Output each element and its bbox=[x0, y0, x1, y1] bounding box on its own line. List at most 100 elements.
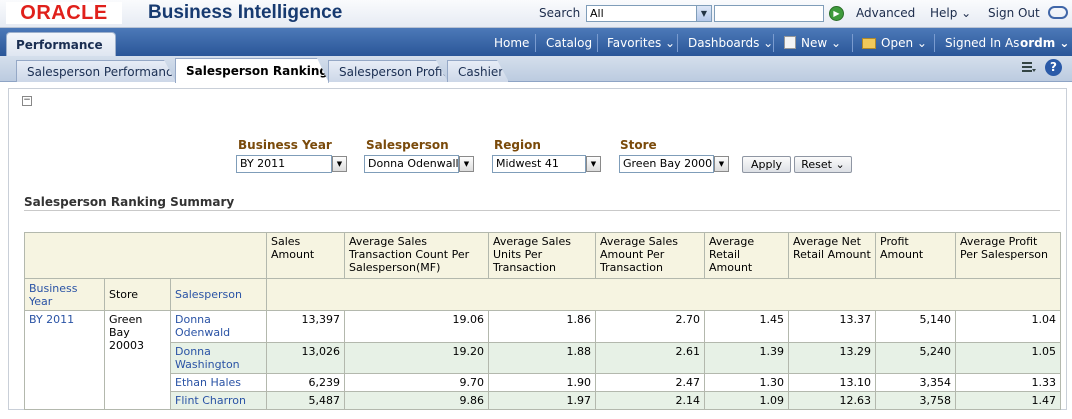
col-header-sales-amount: Sales Amount bbox=[266, 232, 345, 279]
header-spacer bbox=[24, 232, 267, 279]
cell-avg-retail: 1.45 bbox=[704, 310, 789, 343]
cell-avg-net-retail: 13.29 bbox=[788, 342, 876, 374]
search-input[interactable] bbox=[714, 5, 824, 22]
cell-avg-amount: 2.61 bbox=[595, 342, 705, 374]
nav-home[interactable]: Home bbox=[494, 36, 530, 50]
cell-profit: 3,354 bbox=[875, 373, 956, 392]
cell-avg-units: 1.97 bbox=[488, 391, 596, 410]
cell-avg-txn-count: 9.70 bbox=[344, 373, 489, 392]
chevron-down-icon: ▼ bbox=[696, 6, 711, 21]
cell-avg-retail: 1.39 bbox=[704, 342, 789, 374]
cell-avg-amount: 2.14 bbox=[595, 391, 705, 410]
title-divider bbox=[24, 210, 1060, 211]
nav-separator bbox=[677, 34, 678, 52]
cell-salesperson[interactable]: Donna Washington bbox=[170, 342, 267, 374]
nav-favorites[interactable]: Favorites ⌄ bbox=[607, 36, 676, 50]
col-header-avg-retail: Average Retail Amount bbox=[704, 232, 789, 279]
col-header-avg-amount: Average Sales Amount Per Transaction bbox=[595, 232, 705, 279]
cell-sales-amount: 6,239 bbox=[266, 373, 345, 392]
cell-avg-units: 1.88 bbox=[488, 342, 596, 374]
cell-avg-amount: 2.70 bbox=[595, 310, 705, 343]
cell-salesperson[interactable]: Ethan Hales bbox=[170, 373, 267, 392]
tab-performance[interactable]: Performance bbox=[6, 32, 116, 56]
col-header-avg-net-retail: Average Net Retail Amount bbox=[788, 232, 876, 279]
cell-avg-retail: 1.09 bbox=[704, 391, 789, 410]
cell-avg-amount: 2.47 bbox=[595, 373, 705, 392]
help-icon[interactable]: ? bbox=[1045, 59, 1062, 76]
prompt-label-business-year: Business Year bbox=[238, 138, 332, 152]
nav-catalog[interactable]: Catalog bbox=[546, 36, 593, 50]
nav-separator bbox=[773, 34, 774, 52]
cell-store: Green Bay 20003 bbox=[104, 310, 171, 410]
oracle-logo: ORACLE bbox=[6, 2, 122, 24]
cell-sales-amount: 13,026 bbox=[266, 342, 345, 374]
prompt-label-store: Store bbox=[620, 138, 657, 152]
cell-salesperson[interactable]: Flint Charron bbox=[170, 391, 267, 410]
sign-out-icon[interactable] bbox=[1048, 6, 1068, 19]
header-spacer bbox=[266, 278, 1061, 311]
cell-avg-net-retail: 13.10 bbox=[788, 373, 876, 392]
search-go-icon[interactable]: ▶ bbox=[829, 6, 844, 21]
chevron-down-icon[interactable]: ▼ bbox=[714, 156, 729, 172]
advanced-link[interactable]: Advanced bbox=[856, 6, 916, 20]
cell-business-year[interactable]: BY 2011 bbox=[24, 310, 105, 410]
ranking-table: Sales Amount Average Sales Transaction C… bbox=[24, 232, 1061, 410]
cell-profit: 5,240 bbox=[875, 342, 956, 374]
tab-salesperson-profit[interactable]: Salesperson Profit bbox=[328, 60, 448, 82]
search-scope-select[interactable]: All ▼ bbox=[586, 5, 712, 22]
col-header-avg-txn-count: Average Sales Transaction Count Per Sale… bbox=[344, 232, 489, 279]
cell-avg-net-retail: 13.37 bbox=[788, 310, 876, 343]
search-label: Search bbox=[539, 6, 581, 20]
col-header-business-year[interactable]: Business Year bbox=[24, 278, 105, 311]
chevron-down-icon[interactable]: ▼ bbox=[586, 156, 601, 172]
chevron-down-icon[interactable]: ▼ bbox=[332, 156, 347, 172]
nav-bar bbox=[0, 28, 1072, 56]
nav-separator bbox=[934, 34, 935, 52]
prompt-label-salesperson: Salesperson bbox=[366, 138, 449, 152]
prompt-label-region: Region bbox=[494, 138, 541, 152]
cell-avg-profit: 1.47 bbox=[955, 391, 1061, 410]
cell-avg-net-retail: 12.63 bbox=[788, 391, 876, 410]
business-year-select[interactable]: BY 2011 bbox=[236, 155, 332, 173]
nav-open[interactable]: Open ⌄ bbox=[881, 36, 927, 50]
col-header-salesperson[interactable]: Salesperson bbox=[170, 278, 267, 311]
salesperson-select[interactable]: Donna Odenwall bbox=[364, 155, 459, 173]
nav-separator bbox=[535, 34, 536, 52]
apply-button[interactable]: Apply bbox=[742, 156, 791, 173]
nav-dashboards[interactable]: Dashboards ⌄ bbox=[688, 36, 774, 50]
cell-profit: 3,758 bbox=[875, 391, 956, 410]
sign-out-link[interactable]: Sign Out bbox=[988, 6, 1040, 20]
col-header-profit: Profit Amount bbox=[875, 232, 956, 279]
cell-avg-txn-count: 9.86 bbox=[344, 391, 489, 410]
cell-avg-txn-count: 19.20 bbox=[344, 342, 489, 374]
nav-new[interactable]: New ⌄ bbox=[801, 36, 842, 50]
top-bar bbox=[0, 0, 1072, 28]
cell-avg-units: 1.90 bbox=[488, 373, 596, 392]
tab-salesperson-ranking[interactable]: Salesperson Ranking bbox=[175, 58, 329, 83]
reset-button[interactable]: Reset ⌄ bbox=[794, 156, 852, 173]
user-menu[interactable]: ordm ⌄ bbox=[1020, 36, 1070, 50]
store-select[interactable]: Green Bay 2000 bbox=[619, 155, 714, 173]
tab-salesperson-performance[interactable]: Salesperson Performance bbox=[16, 60, 176, 82]
tab-cashier[interactable]: Cashier bbox=[447, 60, 509, 82]
col-header-store: Store bbox=[104, 278, 171, 311]
help-menu[interactable]: Help ⌄ bbox=[930, 6, 972, 20]
cell-avg-profit: 1.05 bbox=[955, 342, 1061, 374]
page-options-icon[interactable] bbox=[1022, 60, 1036, 74]
cell-sales-amount: 13,397 bbox=[266, 310, 345, 343]
cell-sales-amount: 5,487 bbox=[266, 391, 345, 410]
region-select[interactable]: Midwest 41 bbox=[492, 155, 586, 173]
nav-separator bbox=[597, 34, 598, 52]
product-title: Business Intelligence bbox=[148, 2, 343, 23]
col-header-avg-profit: Average Profit Per Salesperson bbox=[955, 232, 1061, 279]
report-title: Salesperson Ranking Summary bbox=[24, 195, 235, 209]
folder-icon bbox=[862, 38, 876, 49]
chevron-down-icon[interactable]: ▼ bbox=[459, 156, 474, 172]
cell-salesperson[interactable]: Donna Odenwald bbox=[170, 310, 267, 343]
collapse-section-icon[interactable]: − bbox=[22, 95, 32, 106]
cell-avg-profit: 1.04 bbox=[955, 310, 1061, 343]
new-icon bbox=[784, 36, 796, 49]
cell-avg-units: 1.86 bbox=[488, 310, 596, 343]
cell-profit: 5,140 bbox=[875, 310, 956, 343]
cell-avg-profit: 1.33 bbox=[955, 373, 1061, 392]
